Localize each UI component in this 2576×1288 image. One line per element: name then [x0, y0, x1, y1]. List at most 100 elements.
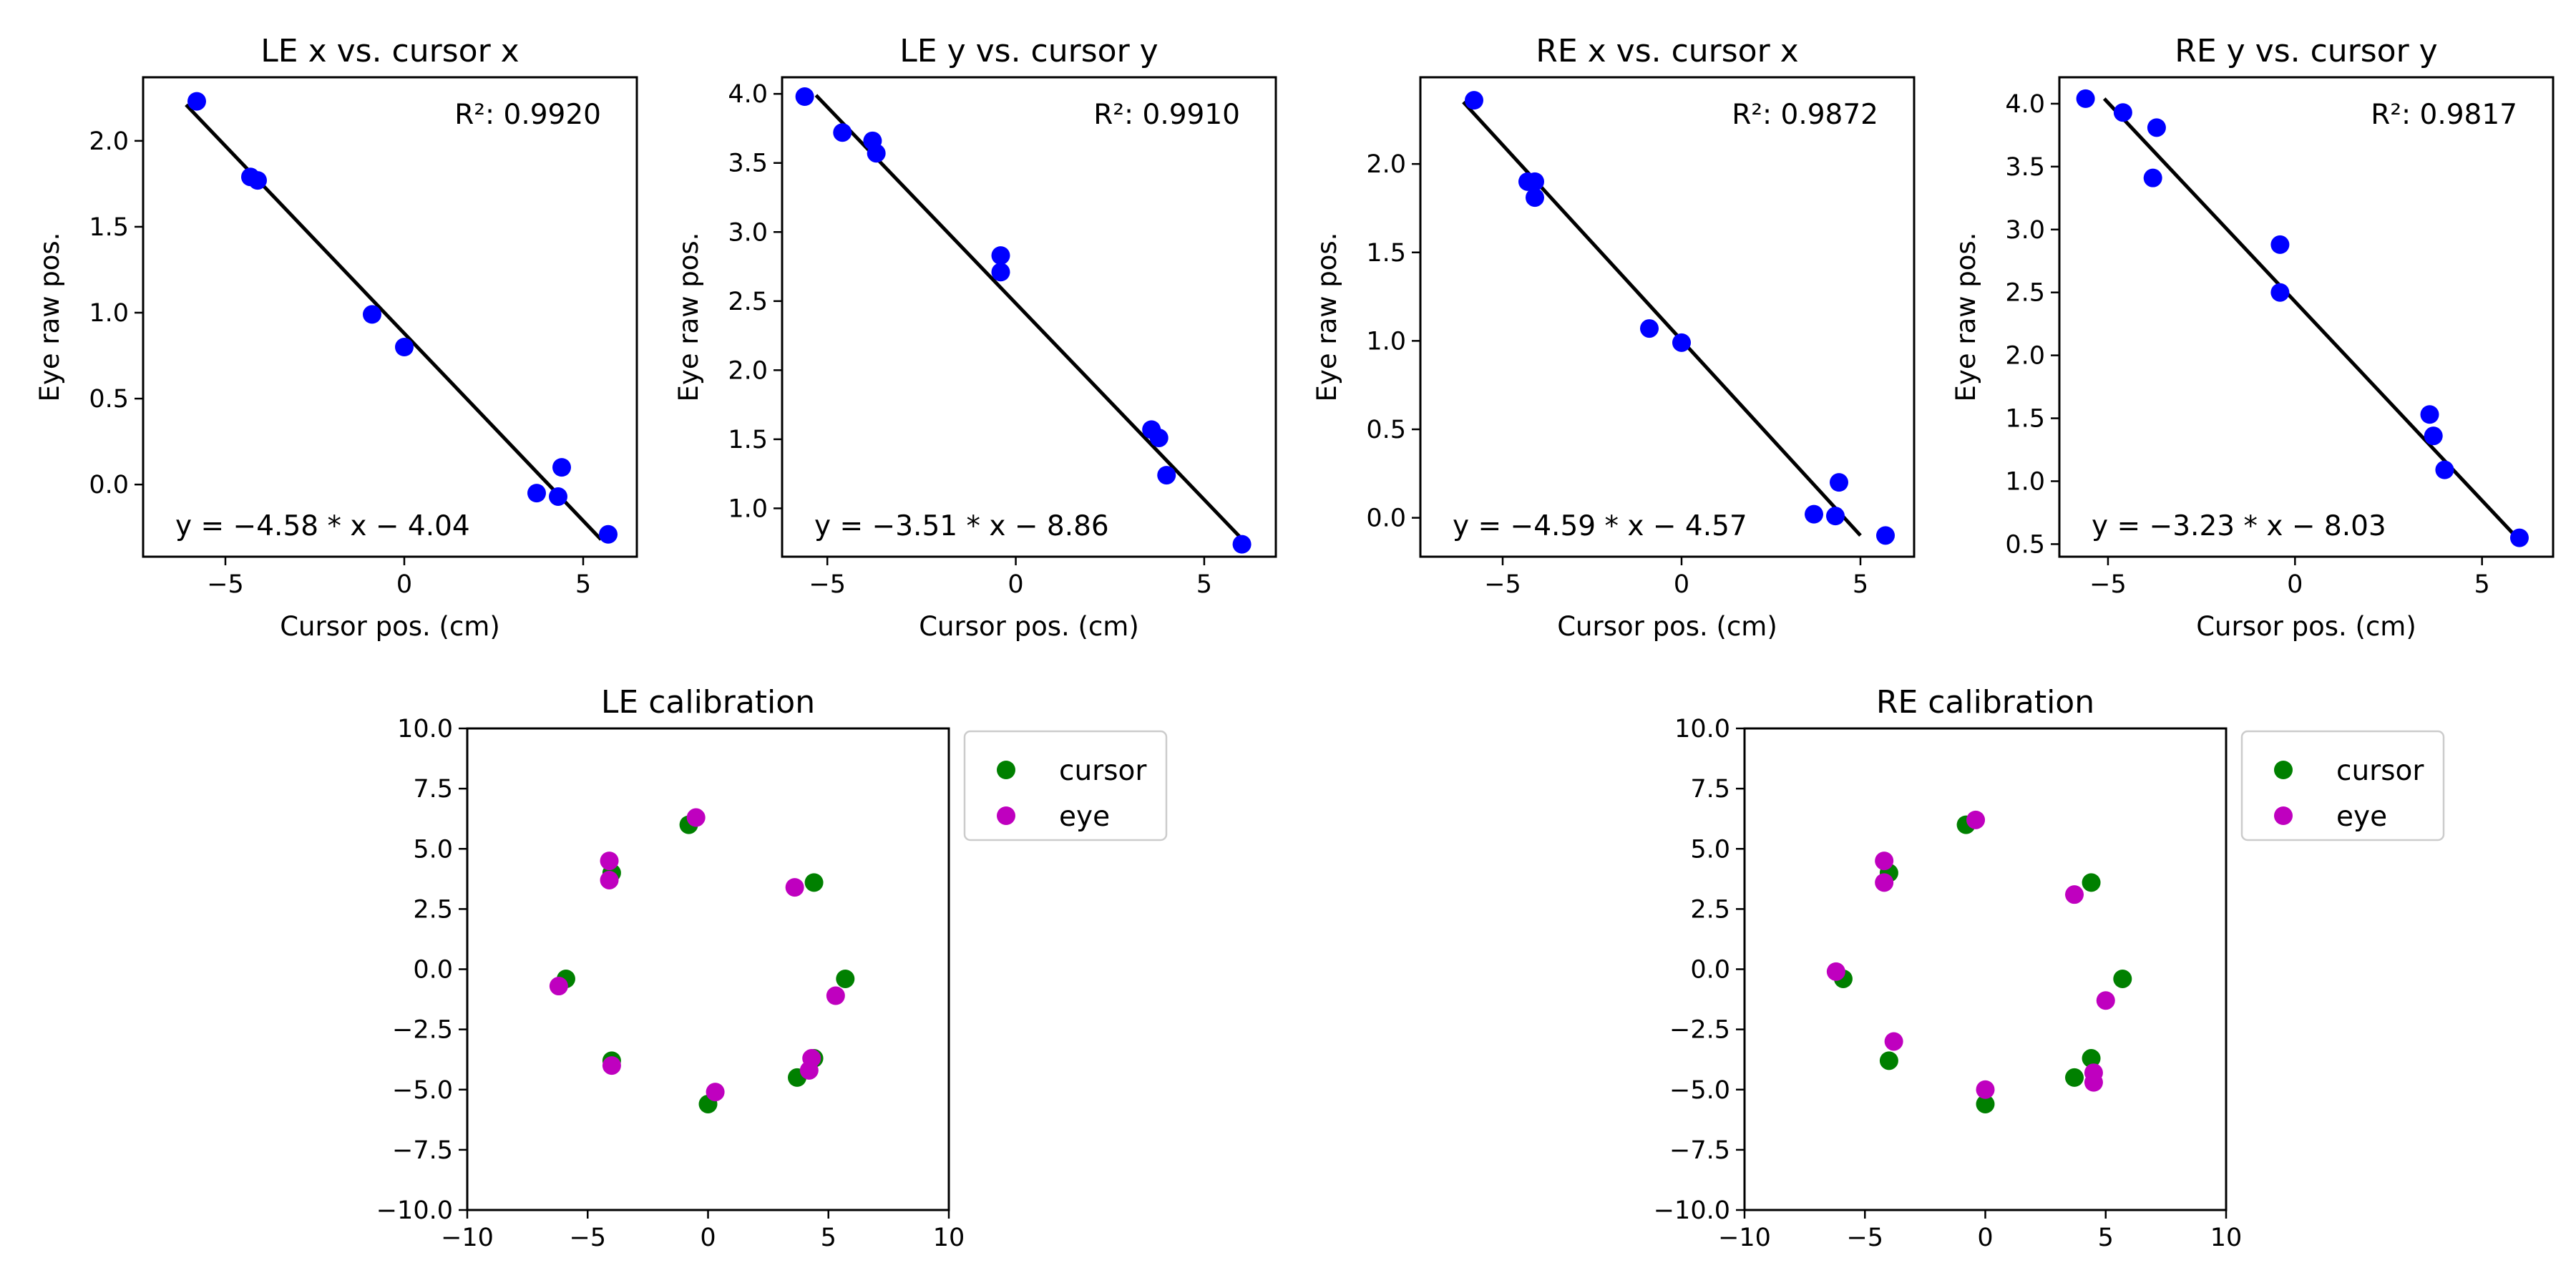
data-point — [991, 246, 1010, 265]
axes-frame — [1743, 727, 2228, 1211]
eye-point — [706, 1083, 725, 1102]
y-tick-label: −5.0 — [1669, 1076, 1730, 1105]
x-tick-label: −5 — [1484, 570, 1521, 599]
data-point — [1526, 188, 1544, 208]
x-tick-label: 0 — [2287, 570, 2303, 599]
data-point — [552, 458, 571, 477]
chart-panel-1: LE x vs. cursor x −5 0 5 0.0 0.5 1.0 1.5 2.0 Curs… — [34, 33, 638, 642]
y-tick-label: 0.5 — [2005, 530, 2045, 559]
data-point — [1672, 333, 1691, 352]
legend-label-eye: eye — [2336, 801, 2387, 833]
y-tick-label: 1.0 — [1366, 327, 1406, 356]
y-tick-label: −10.0 — [1654, 1196, 1730, 1225]
y-tick-label: 3.0 — [728, 218, 768, 247]
y-tick-label: 1.5 — [89, 213, 129, 242]
data-point — [2113, 103, 2132, 122]
cursor-point — [836, 969, 855, 988]
panel-title: RE x vs. cursor x — [1536, 33, 1798, 69]
axes-frame — [142, 76, 638, 558]
legend-box — [2240, 730, 2445, 841]
data-point — [1149, 428, 1169, 447]
plot-area — [2076, 89, 2529, 547]
x-tick-label: 5 — [575, 570, 591, 599]
x-tick-label: −5 — [1846, 1224, 1883, 1252]
y-axis-label: Eye raw pos. — [34, 233, 65, 402]
plot-area — [549, 808, 855, 1113]
data-point — [2270, 283, 2290, 302]
data-point — [2420, 405, 2439, 424]
eye-point — [826, 986, 845, 1005]
axes-frame — [1419, 76, 1916, 558]
y-axis-label: Eye raw pos. — [673, 233, 704, 402]
legend: cursor eye — [2240, 730, 2445, 841]
panel-title: LE y vs. cursor y — [899, 33, 1158, 69]
x-tick-label: 5 — [2098, 1224, 2114, 1252]
x-tick-label: 5 — [1853, 570, 1868, 599]
data-point — [2143, 168, 2162, 187]
y-tick-label: 0.0 — [1690, 956, 1730, 985]
cursor-point — [2065, 1068, 2084, 1087]
data-point — [1526, 172, 1544, 191]
eye-point — [1966, 810, 1986, 829]
y-tick-label: 10.0 — [1674, 715, 1730, 743]
eye-point — [1884, 1032, 1903, 1051]
cursor-point — [2082, 1049, 2101, 1068]
cursor-point — [2113, 969, 2132, 988]
y-tick-label: 3.5 — [728, 150, 768, 178]
data-point — [795, 87, 814, 107]
axes-frame — [466, 727, 950, 1211]
y-tick-label: 1.0 — [2005, 467, 2045, 496]
chart-panel-5: LE calibration −10 −5 0 5 10 −10.0 −7.5 −5.0 −2.5… — [376, 684, 1168, 1252]
equation-label: y = −3.51 * x − 8.86 — [814, 510, 1109, 542]
y-tick-label: 5.0 — [413, 835, 453, 864]
y-axis-label: Eye raw pos. — [1951, 233, 1981, 402]
x-axis-label: Cursor pos. (cm) — [1557, 611, 1777, 642]
y-tick-label: 2.0 — [89, 127, 129, 156]
y-tick-label: 2.0 — [1366, 150, 1406, 179]
equation-label: y = −4.58 * x − 4.04 — [175, 510, 470, 542]
regression-line — [814, 94, 1247, 545]
y-tick-label: 2.5 — [1690, 895, 1730, 924]
r-squared-label: R²: 0.9910 — [1093, 99, 1240, 131]
axes-frame — [781, 76, 1277, 558]
y-tick-label: 3.5 — [2005, 153, 2045, 182]
x-tick-label: 0 — [1008, 570, 1023, 599]
data-point — [1830, 473, 1848, 492]
eye-point — [600, 852, 619, 871]
eye-point — [2084, 1073, 2103, 1092]
data-point — [2509, 528, 2529, 547]
legend-marker-eye — [997, 806, 1015, 825]
data-point — [1640, 319, 1659, 338]
x-tick-label: −10 — [1718, 1224, 1771, 1252]
eye-point — [549, 977, 568, 996]
y-tick-label: −7.5 — [392, 1136, 453, 1165]
panel-title: LE calibration — [601, 684, 815, 721]
chart-panel-3: RE x vs. cursor x −5 0 5 0.0 0.5 1.0 1.5 2.0 Curs… — [1312, 33, 1916, 642]
chart-panel-4: RE y vs. cursor y −5 0 5 0.5 1.0 1.5 2.0 2.5 3.0 3… — [1951, 33, 2555, 642]
plot-area — [795, 87, 1252, 554]
cursor-point — [1976, 1094, 1995, 1113]
eye-point — [602, 1056, 621, 1075]
cursor-point — [2082, 873, 2101, 892]
y-tick-label: 0.5 — [1366, 416, 1406, 444]
y-tick-label: 1.0 — [728, 494, 768, 523]
cursor-point — [804, 873, 824, 892]
eye-point — [785, 878, 804, 897]
data-point — [991, 263, 1010, 282]
y-tick-label: 2.0 — [2005, 342, 2045, 371]
x-tick-label: −10 — [441, 1224, 494, 1252]
legend-marker-eye — [2274, 806, 2293, 825]
legend-marker-cursor — [2274, 761, 2293, 779]
panel-title: RE calibration — [1876, 684, 2094, 721]
y-tick-label: 0.0 — [413, 956, 453, 985]
x-tick-label: 10 — [933, 1224, 965, 1252]
y-tick-label: 1.5 — [2005, 405, 2045, 434]
eye-point — [2096, 991, 2115, 1010]
legend-box — [963, 730, 1168, 841]
data-point — [2424, 426, 2443, 446]
x-tick-label: 0 — [1674, 570, 1689, 599]
y-tick-label: 10.0 — [397, 715, 453, 743]
x-tick-label: 5 — [1196, 570, 1212, 599]
x-tick-label: 0 — [1977, 1224, 1993, 1252]
